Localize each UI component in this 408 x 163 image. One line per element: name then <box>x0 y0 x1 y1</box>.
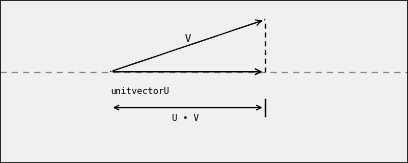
Text: unitvectorU: unitvectorU <box>110 87 169 96</box>
Text: U • V: U • V <box>172 114 199 124</box>
Text: V: V <box>184 34 191 44</box>
